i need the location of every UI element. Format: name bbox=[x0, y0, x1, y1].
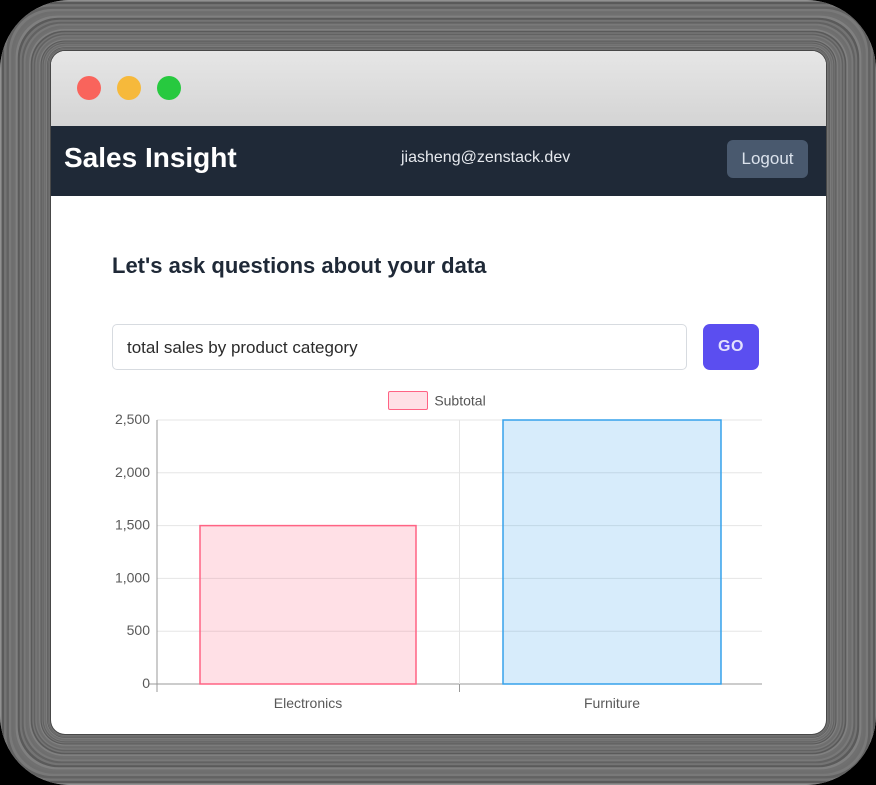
svg-text:1,000: 1,000 bbox=[115, 569, 150, 585]
svg-text:Furniture: Furniture bbox=[584, 695, 640, 711]
svg-text:500: 500 bbox=[127, 622, 151, 638]
svg-text:2,000: 2,000 bbox=[115, 464, 150, 480]
svg-text:0: 0 bbox=[142, 675, 150, 691]
svg-text:2,500: 2,500 bbox=[115, 411, 150, 427]
svg-text:Electronics: Electronics bbox=[274, 695, 342, 711]
svg-text:1,500: 1,500 bbox=[115, 517, 150, 533]
